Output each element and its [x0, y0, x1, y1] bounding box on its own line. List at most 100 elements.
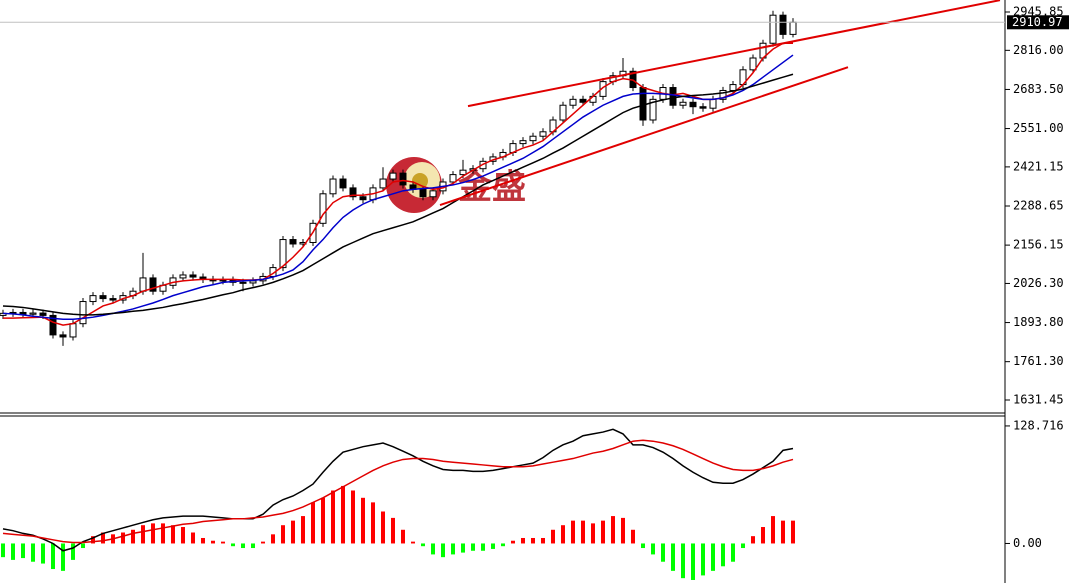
macd-bar	[651, 543, 655, 555]
candle-body	[79, 301, 87, 325]
macd-bar	[241, 543, 245, 549]
macd-bar	[411, 541, 415, 544]
y-tick-label: 2945.85	[1013, 4, 1064, 18]
candle-body	[359, 196, 367, 201]
macd-bar	[1, 543, 5, 558]
candle-body	[649, 98, 657, 121]
candle-body	[779, 14, 787, 35]
trend-line	[439, 66, 849, 206]
macd-bar	[301, 516, 305, 544]
candle-body	[109, 298, 117, 301]
macd-bar	[551, 529, 555, 544]
candle-body	[249, 280, 257, 284]
macd-bar	[661, 543, 665, 562]
macd-bar	[431, 543, 435, 555]
macd-bar	[671, 543, 675, 571]
candle-body	[679, 101, 687, 106]
macd-bar	[341, 485, 345, 544]
candle-body	[519, 140, 527, 145]
macd-bar	[441, 543, 445, 558]
macd-bar	[141, 525, 145, 544]
candle-body	[349, 187, 357, 198]
macd-bar	[711, 543, 715, 571]
macd-bar	[561, 525, 565, 544]
candle-body	[719, 89, 727, 100]
macd-bar	[231, 543, 235, 547]
macd-bar	[741, 543, 745, 549]
candle-body	[89, 295, 97, 303]
candle-body	[49, 314, 57, 336]
candle-body	[449, 174, 457, 183]
macd-bar	[611, 516, 615, 544]
macd-bar	[51, 543, 55, 570]
candle-body	[669, 87, 677, 106]
candle-body	[29, 312, 37, 315]
candle-body	[429, 190, 437, 198]
macd-bar	[681, 543, 685, 579]
macd-bar	[401, 529, 405, 544]
macd-bar	[101, 532, 105, 544]
candle-body	[339, 178, 347, 189]
y-tick-label: 0.00	[1013, 536, 1042, 550]
macd-bar	[511, 540, 515, 544]
y-tick-label: 2683.50	[1013, 82, 1064, 96]
macd-bar	[61, 543, 65, 571]
macd-bar	[751, 536, 755, 544]
macd-bar	[451, 543, 455, 555]
macd-bar	[211, 540, 215, 544]
candle-body	[319, 193, 327, 224]
macd-bar	[261, 541, 265, 544]
candle-body	[149, 277, 157, 292]
macd-bar	[121, 532, 125, 544]
macd-bar	[581, 520, 585, 544]
candle-body	[39, 312, 47, 316]
macd-bar	[421, 543, 425, 547]
last-price-box	[1007, 15, 1069, 30]
y-tick-label: 2288.65	[1013, 199, 1064, 213]
candle-body	[529, 135, 537, 142]
macd-bar	[381, 511, 385, 544]
macd-bar	[71, 543, 75, 560]
y-tick-label: 2026.30	[1013, 276, 1064, 290]
candle-body	[689, 101, 697, 108]
macd-bar	[731, 543, 735, 562]
macd-bar	[621, 517, 625, 544]
macd-bar	[481, 543, 485, 551]
macd-bar	[21, 543, 25, 559]
y-tick-label: 2156.15	[1013, 238, 1064, 252]
macd-bar	[491, 543, 495, 549]
macd-bar	[181, 527, 185, 544]
candle-body	[419, 188, 427, 198]
moving-average-line	[2, 54, 794, 321]
y-tick-label: 2551.00	[1013, 121, 1064, 135]
y-tick-label: 128.716	[1013, 418, 1064, 432]
candle-body	[789, 21, 797, 35]
candle-body	[99, 295, 107, 300]
candle-body	[749, 57, 757, 71]
macd-bar	[771, 516, 775, 544]
candle-body	[59, 334, 67, 338]
macd-bar	[81, 543, 85, 549]
macd-bar	[371, 502, 375, 544]
candle-body	[399, 172, 407, 186]
macd-bar	[461, 543, 465, 553]
candle-body	[709, 98, 717, 109]
candle-body	[379, 178, 387, 189]
macd-bar	[471, 543, 475, 551]
y-tick-label: 2421.15	[1013, 159, 1064, 173]
trend-line	[467, 0, 1001, 108]
macd-bar	[91, 536, 95, 544]
macd-bar	[291, 520, 295, 544]
candle-body	[539, 131, 547, 137]
macd-bar	[271, 534, 275, 544]
macd-bar	[501, 543, 505, 547]
macd-bar	[11, 543, 15, 560]
candle-body	[579, 98, 587, 103]
macd-bar	[351, 490, 355, 544]
y-tick-label: 1631.45	[1013, 393, 1064, 407]
macd-bar	[151, 523, 155, 544]
last-price-label: 2910.97	[1012, 15, 1063, 29]
macd-bar	[631, 529, 635, 544]
